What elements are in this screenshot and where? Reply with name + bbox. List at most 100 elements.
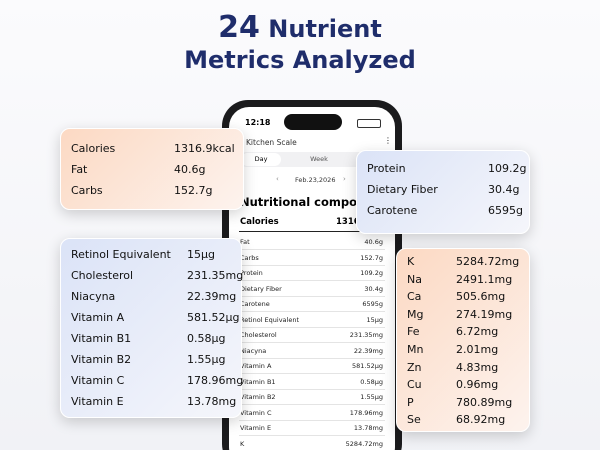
date: Feb.23,2026 bbox=[295, 176, 336, 184]
row-divider bbox=[239, 419, 385, 421]
battery-icon bbox=[357, 119, 381, 128]
summary-label: Calories bbox=[240, 217, 279, 227]
tab[interactable]: Week bbox=[310, 155, 328, 163]
metric-value: 22.39mg bbox=[187, 290, 237, 303]
row-label: Cholesterol bbox=[240, 331, 277, 339]
row-value: 178.96mg bbox=[349, 408, 383, 417]
metric-label: Cu bbox=[407, 378, 422, 392]
metric-label: Calories bbox=[71, 142, 116, 155]
row-divider bbox=[239, 435, 385, 436]
row-divider bbox=[239, 388, 385, 390]
metric-value: 109.2g bbox=[488, 162, 527, 175]
row-value: 0.58μg bbox=[360, 377, 383, 386]
metric-label: Ca bbox=[407, 290, 422, 304]
metric-label: Fe bbox=[407, 325, 420, 339]
row-value: 231.35mg bbox=[349, 331, 383, 339]
metric-value: 0.96mg bbox=[456, 378, 499, 392]
metric-label: Se bbox=[407, 413, 421, 427]
card: K 5284.72mg Na 2491.1mg Ca 505.6mg Mg 274.19mg F… bbox=[396, 248, 530, 432]
row-label: Carotene bbox=[240, 300, 270, 308]
metric-label: Niacyna bbox=[71, 290, 116, 303]
row-value: 15μg bbox=[366, 315, 383, 324]
divider bbox=[239, 231, 385, 232]
metric-value: 152.7g bbox=[174, 184, 213, 197]
metric-label: Carotene bbox=[367, 204, 418, 217]
row-label: Vitamin C bbox=[240, 408, 272, 417]
row-label: K bbox=[240, 439, 245, 448]
row-value: 581.52μg bbox=[351, 362, 383, 370]
metric-label: Carbs bbox=[71, 184, 103, 197]
metric-label: Zn bbox=[407, 360, 422, 374]
metric-value: 0.58μg bbox=[187, 332, 226, 345]
metric-label: K bbox=[407, 255, 415, 268]
row-value: 6595g bbox=[362, 300, 383, 308]
card: Retinol Equivalent 15μg Cholesterol 231.35m… bbox=[60, 238, 244, 418]
metric-label: Cholesterol bbox=[71, 269, 134, 282]
prev-arrow[interactable]: ‹ bbox=[276, 175, 279, 183]
metric-value: 4.83mg bbox=[456, 360, 499, 374]
row-label: Vitamin B2 bbox=[240, 393, 276, 401]
metric-label: Vitamin A bbox=[71, 311, 125, 324]
headline-number: 24 bbox=[218, 10, 260, 45]
row-divider bbox=[239, 264, 385, 266]
menu-icon: ⋮ bbox=[384, 136, 392, 145]
row-divider bbox=[239, 311, 385, 312]
metric-value: 6595g bbox=[488, 204, 523, 217]
metric-label: Fat bbox=[71, 163, 88, 176]
row-label: Vitamin E bbox=[240, 424, 272, 432]
tab[interactable]: Day bbox=[241, 153, 281, 166]
metric-label: P bbox=[407, 395, 414, 409]
metric-label: Dietary Fiber bbox=[367, 183, 438, 196]
row-label: Fat bbox=[240, 238, 250, 246]
metric-value: 13.78mg bbox=[187, 395, 237, 408]
row-value: 152.7g bbox=[360, 253, 383, 262]
row-label: Vitamin B1 bbox=[240, 377, 276, 386]
metric-value: 5284.72mg bbox=[456, 255, 520, 268]
row-divider bbox=[239, 249, 385, 250]
row-label: Dietary Fiber bbox=[240, 284, 282, 293]
row-value: 40.6g bbox=[364, 238, 383, 246]
metric-label: Vitamin C bbox=[71, 374, 125, 387]
headline-text: Nutrient bbox=[268, 15, 382, 43]
row-divider bbox=[239, 295, 385, 297]
metric-value: 1.55μg bbox=[187, 353, 226, 366]
status-time: 12:18 bbox=[245, 118, 271, 127]
metric-value: 6.72mg bbox=[456, 325, 499, 339]
row-value: 1.55μg bbox=[360, 393, 383, 401]
row-divider bbox=[239, 404, 385, 405]
row-value: 30.4g bbox=[364, 284, 383, 293]
row-value: 13.78mg bbox=[353, 424, 383, 432]
card: Calories 1316.9kcal Fat 40.6g Carbs 152.7g bbox=[60, 128, 244, 210]
row-divider bbox=[239, 342, 385, 343]
section-title: Nutritional composition bbox=[240, 195, 394, 209]
row-divider bbox=[239, 280, 385, 281]
row-divider bbox=[239, 357, 385, 359]
metric-value: 231.35mg bbox=[187, 269, 244, 282]
metric-value: 40.6g bbox=[174, 163, 206, 176]
metric-value: 15μg bbox=[187, 248, 215, 261]
metric-label: Vitamin B1 bbox=[71, 332, 132, 345]
metric-value: 581.52μg bbox=[187, 311, 240, 324]
row-divider bbox=[239, 373, 385, 374]
app-title: Kitchen Scale bbox=[246, 138, 297, 147]
next-arrow[interactable]: › bbox=[343, 175, 346, 183]
metric-label: Mn bbox=[407, 343, 424, 356]
metric-label: Retinol Equivalent bbox=[71, 248, 171, 261]
row-label: Vitamin A bbox=[240, 362, 272, 370]
card: Protein 109.2g Dietary Fiber 30.4g Carotene 6… bbox=[356, 150, 530, 234]
metric-value: 780.89mg bbox=[456, 395, 513, 409]
metric-label: Mg bbox=[407, 307, 424, 321]
metric-value: 505.6mg bbox=[456, 290, 506, 304]
metric-label: Vitamin B2 bbox=[71, 353, 132, 366]
row-value: 5284.72mg bbox=[345, 439, 383, 448]
metric-label: Protein bbox=[367, 162, 406, 175]
metric-value: 178.96mg bbox=[187, 374, 244, 387]
row-label: Protein bbox=[240, 269, 263, 277]
row-value: 22.39mg bbox=[353, 346, 383, 355]
metric-value: 274.19mg bbox=[456, 307, 513, 321]
metric-value: 2491.1mg bbox=[456, 272, 513, 286]
row-label: Retinol Equivalent bbox=[240, 315, 300, 324]
metric-value: 1316.9kcal bbox=[174, 142, 235, 155]
metric-value: 2.01mg bbox=[456, 343, 499, 356]
